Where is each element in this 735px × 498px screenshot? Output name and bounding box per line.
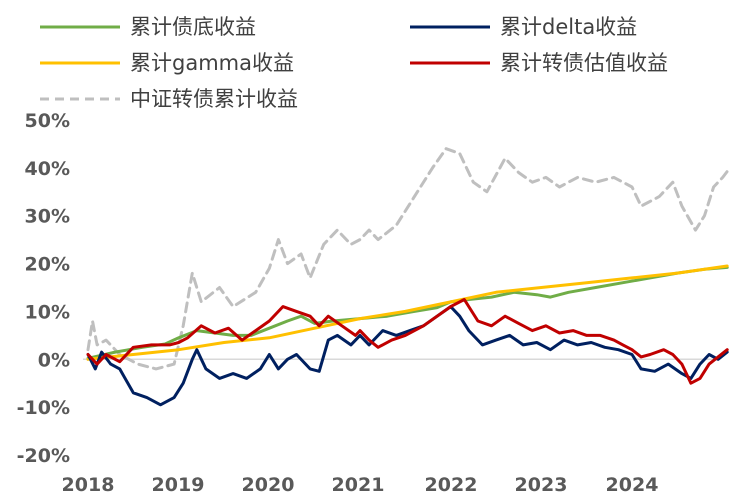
legend-item: 累计债底收益	[40, 15, 256, 39]
legend-label: 累计delta收益	[500, 15, 637, 39]
x-tick-label: 2018	[62, 474, 115, 496]
y-tick-label: 10%	[25, 301, 70, 323]
series-line-3	[86, 305, 729, 407]
y-tick-label: -10%	[17, 397, 70, 419]
series-line-0	[86, 265, 729, 360]
y-tick-label: 0%	[38, 349, 70, 371]
series-line-2	[86, 147, 732, 371]
x-tick-label: 2021	[332, 474, 385, 496]
x-axis: 2018 2019 2020 2021 2022 2023 2024	[62, 358, 720, 496]
plot-area	[86, 147, 732, 407]
x-tick-label: 2019	[152, 474, 205, 496]
legend-item: 累计delta收益	[410, 15, 637, 39]
legend-label: 累计转债估值收益	[500, 51, 668, 75]
legend-label: 中证转债累计收益	[130, 87, 298, 111]
x-tick-label: 2024	[606, 474, 659, 496]
series-line-1	[86, 264, 729, 361]
legend-item: 中证转债累计收益	[40, 87, 298, 111]
y-tick-label: 40%	[25, 158, 70, 180]
x-tick-label: 2022	[425, 474, 478, 496]
x-tick-label: 2020	[242, 474, 295, 496]
legend-label: 累计债底收益	[130, 15, 256, 39]
y-tick-label: 50%	[25, 110, 70, 132]
y-axis: 50% 40% 30% 20% 10% 0% -10% -20%	[17, 110, 70, 467]
legend-label: 累计gamma收益	[130, 51, 294, 75]
legend-item: 累计转债估值收益	[410, 51, 668, 75]
series-line-4	[86, 298, 729, 385]
x-tick-label: 2023	[515, 474, 568, 496]
y-tick-label: 30%	[25, 206, 70, 228]
legend-item: 累计gamma收益	[40, 51, 294, 75]
y-tick-label: 20%	[25, 254, 70, 276]
y-tick-label: -20%	[17, 445, 70, 467]
